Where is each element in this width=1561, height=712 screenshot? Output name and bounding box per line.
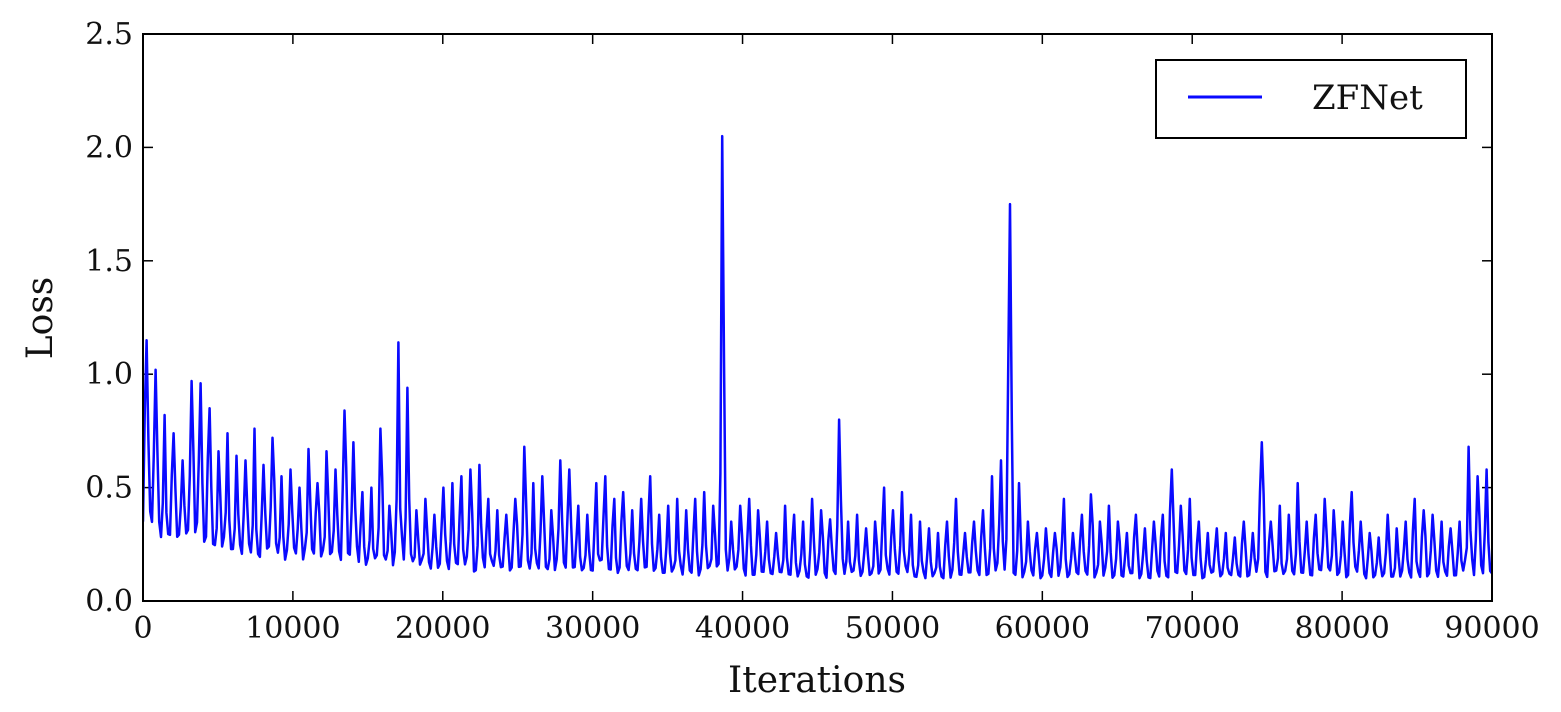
x-tick-label: 60000 [995,611,1090,646]
series-layer [143,134,1492,580]
y-tick-label: 1.0 [85,357,133,392]
x-tick-label: 20000 [395,611,490,646]
x-tick-label: 40000 [695,611,790,646]
plot-area-frame [142,33,1493,602]
x-tick-label: 0 [133,611,152,646]
legend: ZFNet [1155,59,1467,139]
y-tick-label: 0.5 [85,471,133,506]
x-tick-label: 10000 [245,611,340,646]
x-tick-label: 70000 [1145,611,1240,646]
y-axis-ticks: 0.0 0.5 1.0 1.5 2.0 2.5 [85,17,1492,619]
y-axis-label: Loss [20,277,61,360]
y-tick-label: 0.0 [85,584,133,619]
x-axis-ticks: 0 10000 20000 30000 40000 50000 60000 70000 8000… [133,34,1540,646]
y-tick-label: 1.5 [85,244,133,279]
x-tick-label: 90000 [1444,611,1539,646]
y-tick-label: 2.5 [85,17,133,52]
legend-frame [1155,59,1467,139]
legend-label-zfnet: ZFNet [1312,78,1423,118]
x-tick-label: 30000 [545,611,640,646]
series-line-zfnet [143,134,1492,580]
y-tick-label: 2.0 [85,130,133,165]
x-tick-label: 50000 [845,611,940,646]
x-tick-label: 80000 [1294,611,1389,646]
x-axis-label: Iterations [728,660,906,701]
